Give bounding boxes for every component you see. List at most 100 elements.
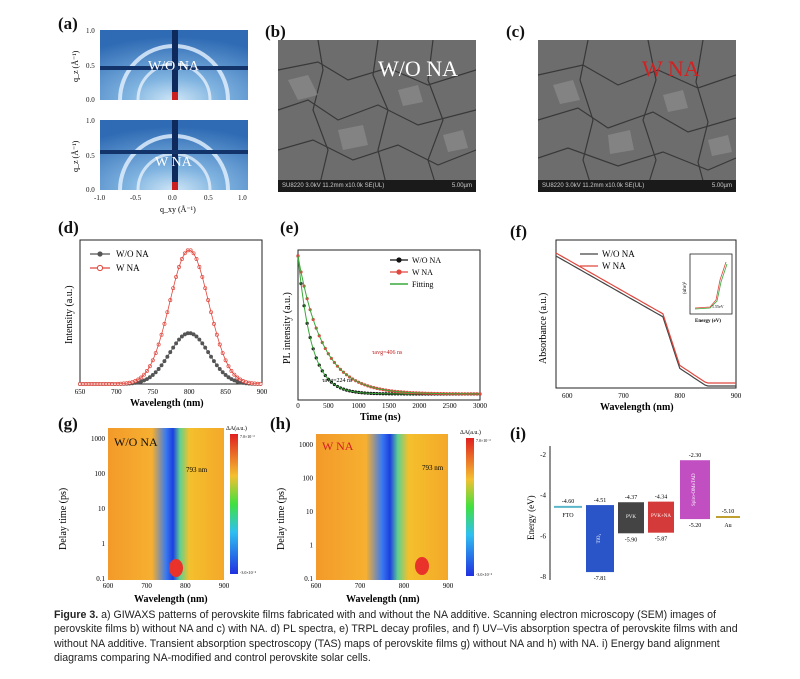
tas-ytick: 1000 [299,441,314,449]
trpl-legend-marker-w [396,269,402,275]
panel-label-i: (i) [510,424,527,443]
pl-xtick: 900 [257,388,268,396]
trpl-xtick: 2000 [412,402,427,410]
energy-level-bar [586,505,614,573]
energy-ytick: -2 [540,451,546,459]
trpl-ylabel: PL intensity (a.u.) [282,292,293,364]
giwaxs-xtick: -1.0 [94,194,106,202]
giwaxs-xtick: 0.5 [204,194,213,202]
uvvis-legend: W/O NA W NA [580,249,635,271]
tas-ytick: 1 [310,542,314,550]
tas-g-hotspot [169,559,183,577]
giwaxs-ytick: 0.0 [86,186,95,194]
tas-ytick: 10 [306,508,314,516]
sem-c-text: W NA [642,56,700,81]
energy-level-name: PVK+NA [651,514,671,519]
pl-xtick: 700 [111,388,122,396]
energy-level-value: -5.20 [689,523,702,529]
tas-map-without-na: W/O NA 793 nm ΔA(a.u.) 7.0×10⁻³ -3.0×10⁻… [58,425,257,605]
energy-band-diagram: -2 -4 -6 -8 -4.60 FTO -4.51 -7.81 TiO₂ -4.37 -5.9… [526,446,740,582]
panel-label-a: (a) [58,14,78,33]
sem-b-infobar: SU8220 3.0kV 11.2mm x10.0k SE(UL) 5.00µm [278,180,476,192]
energy-level-bar [648,501,674,533]
tas-ytick: 0.1 [96,575,105,583]
energy-level-value: -5.87 [655,537,668,543]
uvvis-xtick: 800 [675,392,686,400]
giwaxs-ytick: 0.5 [86,62,95,70]
tas-xtick: 800 [399,582,410,590]
tas-h-peak: 793 nm [422,464,444,472]
energy-level-name: Au [724,523,731,529]
tas-g-cb-max: 7.0×10⁻³ [240,434,255,439]
giwaxs-xtick: 1.0 [238,194,247,202]
tas-g-ylabel: Delay time (ps) [58,488,69,550]
pl-legend-marker-wo [97,251,103,257]
trpl-axes-frame [297,249,481,401]
energy-level-value: -5.10 [722,509,735,515]
giwaxs-ylabel-top: q_z (Å⁻¹) [71,50,80,82]
trpl-legend-wo: W/O NA [412,256,441,265]
giwaxs-ylabel-bottom: q_z (Å⁻¹) [71,140,80,172]
panel-label-f: (f) [510,222,527,241]
tas-h-colorbar [466,438,474,576]
tas-xtick: 700 [141,582,152,590]
energy-ytick: -4 [540,492,546,500]
pl-series-line [80,332,261,385]
energy-level-bar [680,460,710,520]
tas-g-cb-min: -3.0×10⁻² [240,570,257,575]
energy-level-bar [618,502,644,534]
energy-level-value: -2.30 [689,453,702,459]
uvvis-series-w [555,252,736,384]
uvvis-xtick: 600 [562,392,573,400]
trpl-xtick: 0 [296,402,300,410]
energy-ytick: -6 [540,532,546,540]
uvvis-ylabel: Absorbance (a.u.) [538,293,549,364]
tas-xtick: 600 [103,582,114,590]
uvvis-axes-frame [555,239,737,389]
tas-xtick: 900 [443,582,454,590]
tas-h-heatmap [316,434,448,580]
pl-xtick: 750 [148,388,159,396]
tas-ytick: 100 [303,475,314,483]
uvvis-chart: 600 700 800 900 W/O NA W NA 1.55eV Energy (… [538,239,742,413]
trpl-tau-w: τavg=406 ns [372,350,403,356]
giwaxs-panel: W/O NA W NA 1.0 0.5 0.0 1.0 0.5 0.0 -1.0… [71,27,248,214]
tas-g-heatmap [108,428,224,580]
pl-xtick: 650 [75,388,86,396]
uvvis-legend-wo: W/O NA [602,249,635,259]
tas-map-with-na: W NA 793 nm ΔA(a.u.) 7.0×10⁻³ -3.0×10⁻² … [276,429,493,605]
pl-legend-w: W NA [116,263,140,273]
pl-legend: W/O NA W NA [90,249,149,273]
uvvis-xtick: 700 [618,392,629,400]
pl-xlabel: Wavelength (nm) [130,398,204,409]
energy-ylabel: Energy (eV) [526,495,536,540]
energy-level-value: -4.37 [625,495,638,501]
energy-level-name: TiO₂ [597,534,602,544]
giwaxs-top-text: W/O NA [148,59,200,74]
pl-legend-wo: W/O NA [116,249,149,259]
panel-label-d: (d) [58,218,79,237]
trpl-fit-line [297,255,480,395]
uvvis-xtick: 900 [731,392,742,400]
trpl-xtick: 3000 [473,402,488,410]
tas-ytick: 0.1 [304,575,313,583]
energy-level-name: PVK [626,515,636,520]
giwaxs-ytick: 1.0 [86,117,95,125]
trpl-legend: W/O NA W NA Fitting [390,256,441,289]
tas-ytick: 1 [102,540,106,548]
pl-legend-marker-w [96,264,104,272]
pl-axes-frame [79,239,263,385]
tas-ytick: 100 [95,470,106,478]
sem-b-text: W/O NA [378,56,459,81]
sem-c-infobar: SU8220 3.0kV 11.2mm x10.0k SE(UL) 5.00µm [538,180,736,192]
energy-ytick: -8 [540,573,546,581]
uvvis-xlabel: Wavelength (nm) [600,402,674,413]
trpl-fit-line [297,255,480,395]
pl-series-line [80,250,261,385]
giwaxs-bottom-text: W NA [155,155,193,170]
trpl-xtick: 1500 [382,402,397,410]
pl-spectra-chart: 650 700 750 800 850 900 W/O NA W NA Wavelengt… [64,239,268,409]
tas-g-colorbar [230,434,238,574]
panel-label-c: (c) [506,22,525,41]
energy-level-value: -4.60 [562,499,575,505]
